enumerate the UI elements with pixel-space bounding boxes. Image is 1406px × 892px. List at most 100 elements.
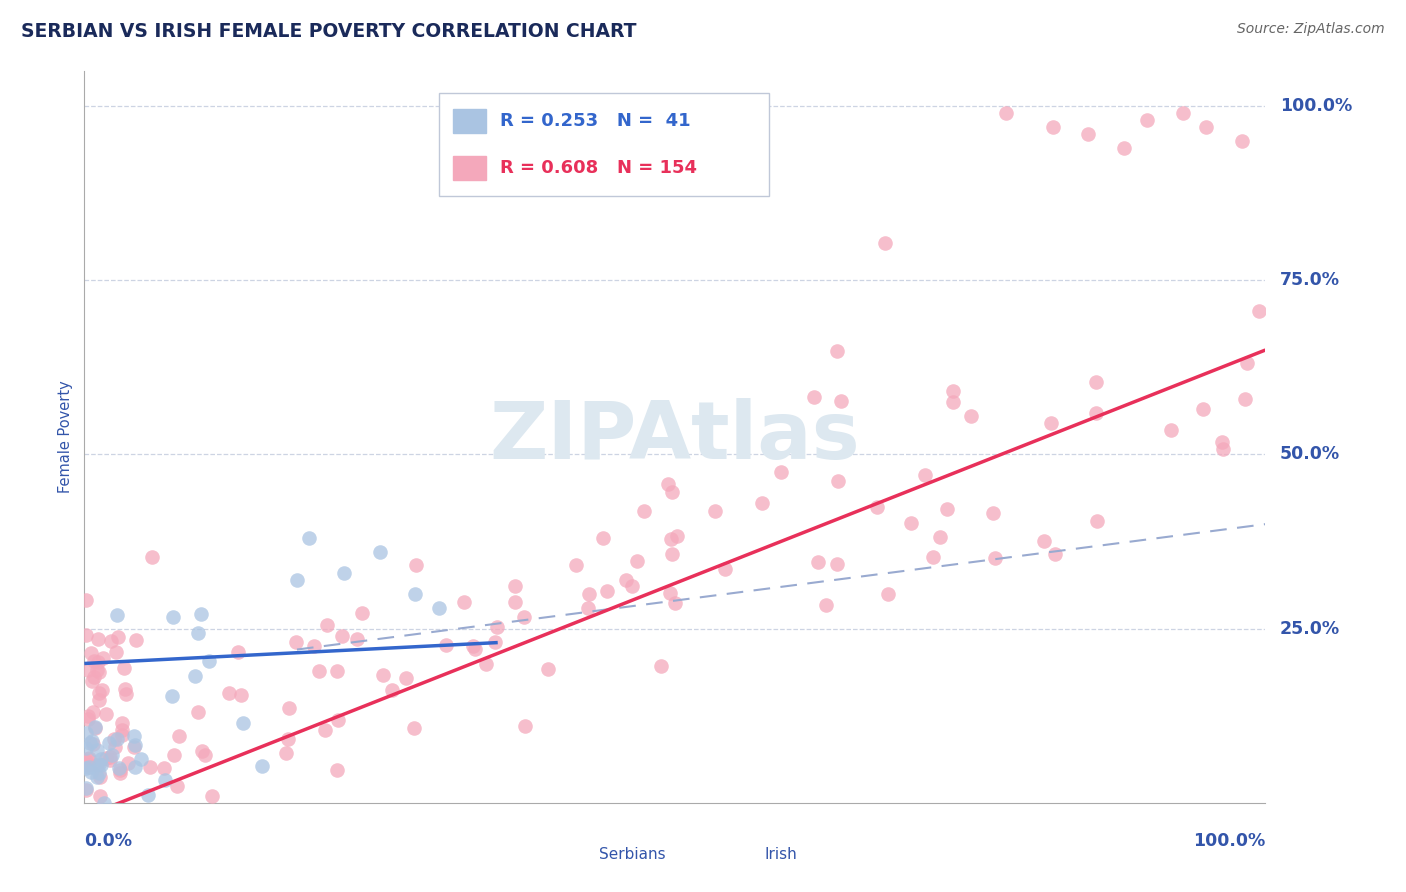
Point — [75, 783, 97, 797]
Point — [371, 668, 394, 682]
Point — [866, 500, 889, 514]
Point — [402, 721, 425, 735]
Point — [90, 758, 112, 772]
Point — [825, 344, 848, 359]
Point — [633, 503, 655, 517]
Point — [485, 620, 508, 634]
Point — [141, 550, 163, 565]
Point — [89, 766, 111, 780]
Text: 50.0%: 50.0% — [1279, 445, 1340, 464]
Point — [942, 395, 965, 409]
Point — [105, 645, 128, 659]
Point — [1084, 405, 1107, 419]
Point — [105, 608, 128, 623]
Point — [201, 789, 224, 803]
Text: Source: ZipAtlas.com: Source: ZipAtlas.com — [1237, 22, 1385, 37]
Point — [125, 633, 148, 648]
Point — [827, 475, 849, 489]
Point — [657, 476, 679, 491]
Point — [935, 502, 957, 516]
Point — [77, 751, 100, 765]
Point — [596, 584, 619, 599]
Point — [197, 654, 219, 668]
Point — [87, 757, 110, 772]
Point — [122, 739, 145, 754]
Point — [163, 748, 186, 763]
Point — [381, 683, 404, 698]
Point — [512, 610, 534, 624]
Point — [664, 596, 686, 610]
Point — [75, 628, 97, 642]
Point — [82, 705, 104, 719]
Point — [815, 598, 838, 612]
Point — [1042, 120, 1064, 134]
Point — [277, 731, 299, 746]
Point — [461, 639, 484, 653]
Text: R = 0.608   N = 154: R = 0.608 N = 154 — [501, 159, 697, 177]
Point — [89, 789, 111, 803]
Point — [86, 663, 108, 677]
Point — [86, 743, 108, 757]
Point — [79, 760, 101, 774]
Point — [484, 635, 506, 649]
Point — [620, 579, 643, 593]
Point — [405, 558, 427, 572]
Point — [315, 618, 337, 632]
Point — [94, 751, 117, 765]
Point — [111, 723, 134, 738]
Point — [751, 496, 773, 510]
Point — [114, 682, 136, 697]
Point — [1230, 134, 1253, 148]
Point — [453, 595, 475, 609]
Point — [93, 796, 115, 810]
Point — [276, 746, 298, 760]
Point — [129, 752, 152, 766]
Point — [80, 764, 103, 779]
Text: R = 0.253   N =  41: R = 0.253 N = 41 — [501, 112, 690, 130]
Point — [326, 714, 349, 728]
Point — [333, 566, 356, 580]
Point — [576, 601, 599, 615]
Point — [1233, 392, 1256, 406]
Point — [592, 531, 614, 545]
Point — [184, 669, 207, 683]
Point — [187, 626, 209, 640]
Point — [226, 645, 249, 659]
Point — [108, 766, 131, 780]
Point — [806, 555, 828, 569]
Point — [942, 384, 965, 398]
Point — [661, 533, 683, 547]
Point — [100, 747, 122, 762]
Point — [1171, 106, 1194, 120]
Point — [76, 709, 98, 723]
Point — [395, 671, 418, 685]
Point — [304, 640, 326, 654]
Point — [139, 760, 162, 774]
Point — [91, 651, 114, 665]
Point — [959, 409, 981, 424]
Point — [87, 686, 110, 700]
Point — [80, 674, 103, 689]
Y-axis label: Female Poverty: Female Poverty — [58, 381, 73, 493]
Point — [704, 504, 727, 518]
Point — [1192, 402, 1215, 417]
Point — [325, 664, 347, 678]
Point — [75, 740, 97, 755]
Point — [1045, 547, 1067, 561]
Point — [75, 761, 97, 775]
Point — [108, 761, 131, 775]
Point — [218, 686, 240, 700]
Point — [1249, 304, 1271, 318]
Point — [107, 630, 129, 644]
Point — [285, 635, 308, 649]
Point — [503, 579, 526, 593]
Point — [124, 738, 146, 752]
Point — [922, 550, 945, 565]
Point — [115, 687, 138, 701]
Point — [103, 731, 125, 746]
Point — [76, 752, 98, 766]
Point — [111, 716, 134, 731]
Point — [190, 607, 212, 621]
Point — [875, 235, 897, 250]
Point — [1077, 127, 1099, 141]
